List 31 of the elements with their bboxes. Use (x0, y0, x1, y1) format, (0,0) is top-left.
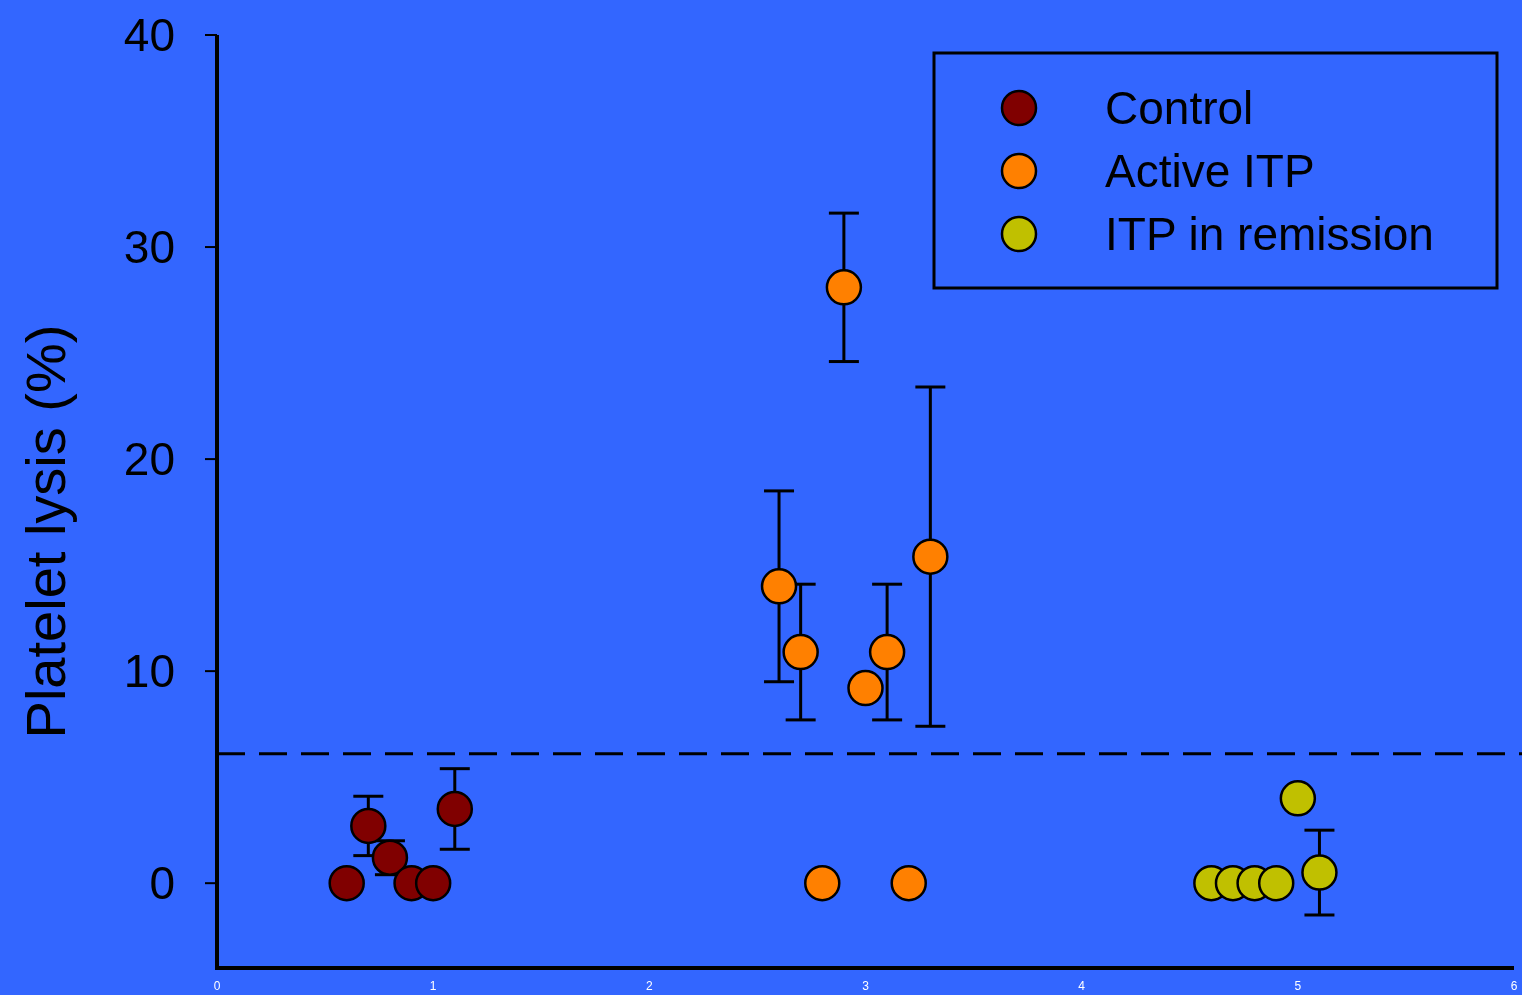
x-tick-label: 1 (429, 979, 437, 993)
y-tick-label: 20 (123, 433, 175, 486)
point (350, 807, 387, 845)
y-tick-label: 40 (123, 9, 175, 61)
legend-label: ITP in remission (1105, 208, 1434, 260)
point (782, 633, 819, 671)
point (847, 669, 884, 707)
x-tick-label: 2 (645, 979, 653, 993)
point (1301, 854, 1338, 891)
x-tick-label: 3 (862, 979, 870, 993)
y-tick-label: 10 (123, 645, 175, 698)
y-axis-title: Platelet lysis (%) (14, 324, 77, 739)
point (912, 538, 949, 575)
legend-label: Control (1105, 82, 1254, 134)
x-tick-label: 6 (1510, 979, 1518, 993)
point (760, 568, 798, 605)
point (804, 864, 841, 902)
y-tick-label: 30 (123, 221, 175, 274)
point (436, 790, 474, 828)
point (868, 633, 906, 671)
point (414, 864, 452, 902)
x-tick-label: 0 (213, 979, 221, 993)
point (890, 864, 927, 902)
point (825, 269, 863, 306)
y-tick-label: 0 (149, 857, 175, 910)
x-tick-label: 5 (1294, 979, 1302, 993)
legend-label: Active ITP (1105, 145, 1315, 197)
x-tick-label: 4 (1078, 979, 1086, 993)
point (1257, 864, 1295, 902)
point (328, 864, 365, 902)
point (1279, 780, 1317, 817)
